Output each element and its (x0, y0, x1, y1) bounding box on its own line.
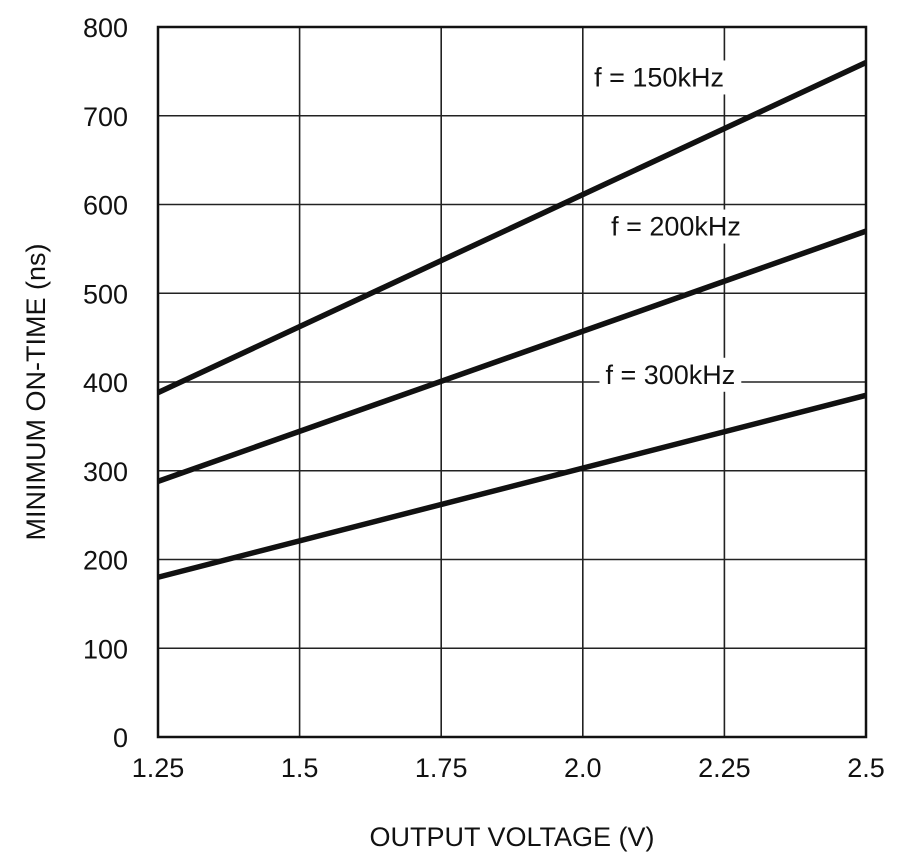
x-axis-ticks: 1.25 1.5 1.75 2.0 2.25 2.5 (132, 753, 885, 783)
y-tick-label: 400 (83, 368, 128, 398)
x-tick-label: 2.5 (847, 753, 885, 783)
series-label-background (605, 209, 747, 244)
x-tick-label: 2.0 (564, 753, 602, 783)
x-tick-label: 1.5 (281, 753, 319, 783)
series-labels: f = 150kHz f = 200kHz f = 300kHz (588, 60, 747, 392)
series-label: f = 150kHz (594, 62, 724, 92)
y-tick-label: 800 (83, 13, 128, 43)
y-tick-label: 200 (83, 546, 128, 576)
x-tick-label: 1.75 (415, 753, 468, 783)
series-label-background (599, 357, 742, 392)
x-tick-label: 2.25 (698, 753, 751, 783)
y-tick-label: 100 (83, 634, 128, 664)
series-label: f = 300kHz (605, 360, 735, 390)
x-tick-label: 1.25 (132, 753, 185, 783)
series-label: f = 200kHz (611, 212, 741, 242)
series-label-background (588, 60, 730, 95)
grid (157, 26, 867, 738)
series-lines (156, 60, 868, 580)
series-line (157, 228, 867, 484)
y-axis-title: MINIMUM ON-TIME (ns) (21, 244, 51, 541)
y-tick-label: 500 (83, 279, 128, 309)
x-axis-title: OUTPUT VOLTAGE (V) (369, 822, 654, 852)
y-tick-label: 300 (83, 457, 128, 487)
y-tick-label: 0 (113, 723, 128, 753)
y-tick-label: 700 (83, 102, 128, 132)
plot-frame (156, 25, 868, 739)
series-line (157, 392, 867, 580)
y-tick-label: 600 (83, 191, 128, 221)
series-line (156, 60, 868, 396)
y-axis-ticks: 0 100 200 300 400 500 600 700 800 (83, 13, 128, 753)
